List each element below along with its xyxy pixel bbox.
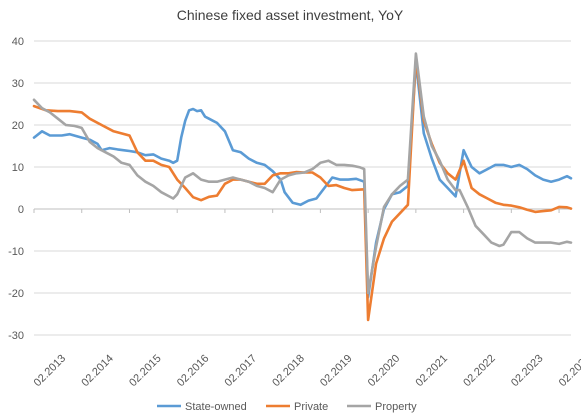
- x-tick-label: 02.2024: [557, 353, 581, 390]
- x-tick-label: 02.2022: [461, 353, 498, 390]
- x-tick-label: 02.2014: [79, 353, 116, 390]
- legend-label-private: Private: [294, 401, 328, 413]
- y-tick-label: 20: [12, 120, 24, 132]
- series-line-state-owned: [32, 60, 573, 299]
- series-line-property: [32, 52, 573, 295]
- y-tick-label: 0: [18, 204, 24, 216]
- x-tick-label: 02.2013: [32, 353, 69, 390]
- legend-label-state-owned: State-owned: [185, 401, 247, 413]
- series-line-private: [32, 56, 573, 322]
- x-tick-label: 02.2019: [318, 353, 355, 390]
- x-tick-label: 02.2016: [175, 353, 212, 390]
- y-axis-tick-labels: 40 30 20 10 0 -10 -20 -30: [8, 36, 24, 342]
- chart-title: Chinese fixed asset investment, YoY: [177, 7, 404, 23]
- x-tick-label: 02.2018: [270, 353, 307, 390]
- y-tick-label: 40: [12, 36, 24, 48]
- y-tick-label: -20: [8, 288, 24, 300]
- legend-label-property: Property: [375, 401, 417, 413]
- x-tick-label: 02.2023: [509, 353, 546, 390]
- y-tick-label: 30: [12, 78, 24, 90]
- x-axis: 02.2013 02.2014 02.2015 02.2016 02.2017 02.20…: [32, 208, 581, 390]
- x-tick-label: 02.2020: [366, 353, 403, 390]
- y-tick-label: -30: [8, 330, 24, 342]
- y-tick-label: 10: [12, 162, 24, 174]
- series-lines: [32, 52, 573, 322]
- x-tick-label: 02.2017: [223, 353, 260, 390]
- y-tick-label: -10: [8, 246, 24, 258]
- x-tick-label: 02.2021: [414, 353, 451, 390]
- x-tick-label: 02.2015: [127, 353, 164, 390]
- gridlines: [34, 40, 571, 336]
- legend: State-owned Private Property: [157, 401, 417, 413]
